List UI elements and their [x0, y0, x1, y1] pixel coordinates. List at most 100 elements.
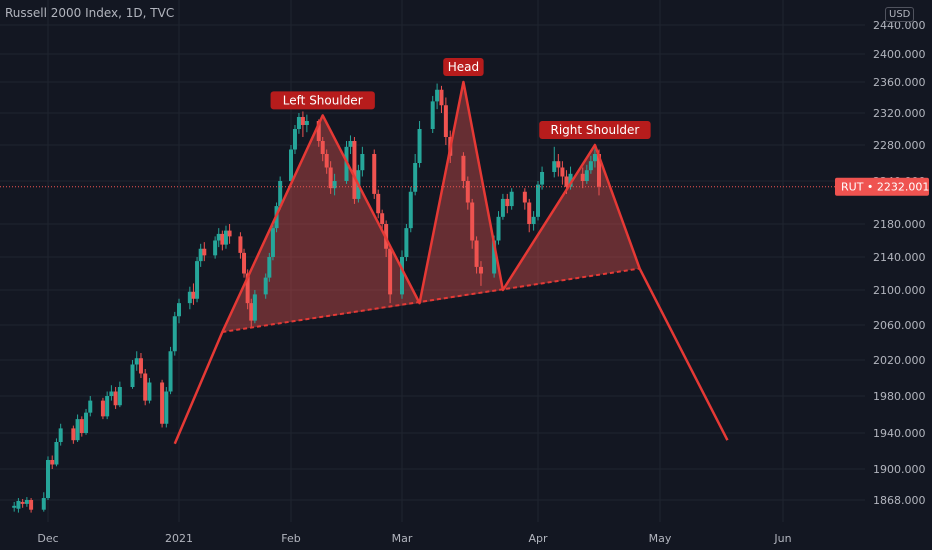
candle	[138, 353, 143, 378]
y-axis[interactable]: 2440.000 2400.000 2360.000 2320.000 2280.000…	[873, 19, 926, 507]
candle-body	[238, 236, 243, 253]
candle-body	[404, 228, 409, 257]
candle-body	[289, 149, 293, 181]
pattern-label-bg	[443, 58, 484, 76]
candle-body	[540, 172, 545, 185]
pattern-label-2: Right Shoulder	[539, 121, 651, 139]
candle-body	[474, 240, 479, 267]
candle-body	[470, 202, 475, 241]
candle	[292, 125, 297, 154]
current-price-text: RUT • 2232.001	[841, 181, 929, 194]
candle-body	[376, 193, 381, 214]
candle	[435, 83, 440, 110]
current-price-tag	[835, 177, 929, 196]
x-tick-label: Apr	[528, 532, 548, 545]
candle-body	[408, 191, 413, 229]
candle	[202, 242, 207, 262]
candle-body	[12, 505, 17, 508]
candle-body	[164, 391, 169, 424]
candle-body	[304, 121, 309, 125]
candle-body	[191, 291, 196, 299]
candle-body	[220, 233, 225, 245]
candle-body	[564, 176, 569, 187]
candle-body	[198, 248, 203, 262]
x-axis[interactable]: Dec 2021 Feb Mar Apr May Jun	[37, 532, 791, 545]
candle-body	[597, 154, 601, 187]
candle	[50, 455, 55, 469]
candle-body	[580, 173, 585, 181]
candle-body	[113, 391, 118, 406]
candle-body	[84, 412, 89, 433]
candle-body	[552, 161, 557, 172]
candle-body	[388, 248, 393, 295]
candle-body	[160, 382, 165, 424]
candle	[465, 176, 470, 210]
candle-body	[54, 442, 59, 465]
y-tick-label: 2320.000	[873, 107, 926, 120]
candle	[352, 137, 357, 204]
y-tick-label: 2180.000	[873, 218, 926, 231]
candle-body	[500, 198, 505, 217]
candle	[300, 111, 305, 137]
pattern-label-text: Right Shoulder	[551, 123, 640, 137]
candle	[588, 155, 593, 174]
candle	[478, 261, 483, 286]
candle-body	[413, 163, 418, 192]
candle	[29, 498, 34, 513]
y-tick-label: 1868.000	[873, 494, 926, 507]
x-tick-label: May	[649, 532, 672, 545]
candle	[332, 173, 337, 196]
candle-body	[348, 141, 353, 147]
candle-body	[522, 191, 527, 203]
candle-body	[509, 191, 514, 207]
candle	[388, 244, 393, 304]
candle	[408, 186, 413, 233]
candle	[109, 385, 114, 401]
candle	[160, 379, 165, 428]
pattern-triangle-2	[502, 145, 640, 290]
candle-body	[270, 228, 275, 257]
candle-body	[439, 89, 444, 106]
candle	[130, 360, 135, 389]
candle	[439, 85, 444, 113]
y-tick-label: 2140.000	[873, 251, 926, 264]
candle	[75, 414, 80, 442]
candle	[376, 189, 381, 219]
candle	[177, 298, 181, 324]
candle-body	[296, 117, 301, 129]
pattern-label-1: Head	[443, 58, 484, 76]
candle-body	[20, 501, 25, 504]
currency-badge[interactable]: USD	[885, 7, 915, 22]
candle-body	[478, 266, 483, 274]
candle	[289, 145, 293, 185]
candle-body	[380, 213, 385, 224]
candle-body	[109, 391, 114, 396]
candle-body	[105, 396, 110, 417]
candle-body	[328, 167, 333, 189]
candle-body	[46, 460, 50, 499]
x-tick-label: Feb	[281, 532, 300, 545]
candle	[242, 248, 247, 278]
candle-body	[79, 419, 84, 433]
candle	[223, 225, 228, 249]
candle	[191, 283, 196, 305]
candle	[164, 387, 169, 428]
candle-body	[461, 155, 466, 181]
candle	[278, 176, 283, 210]
candle	[348, 135, 353, 154]
candle	[46, 456, 50, 500]
candle	[195, 257, 200, 303]
y-tick-label: 1980.000	[873, 390, 926, 403]
candle	[536, 181, 540, 221]
candle-body	[360, 154, 365, 171]
candle-body	[249, 303, 254, 321]
candle	[54, 438, 59, 467]
candle-body	[568, 173, 573, 187]
pattern-labels: Left Shoulder Head Right Shoulder	[270, 58, 651, 139]
candle-body	[172, 316, 177, 352]
candle	[105, 391, 110, 420]
candle	[372, 149, 377, 199]
pattern-lines	[173, 80, 729, 445]
candle	[552, 146, 557, 178]
